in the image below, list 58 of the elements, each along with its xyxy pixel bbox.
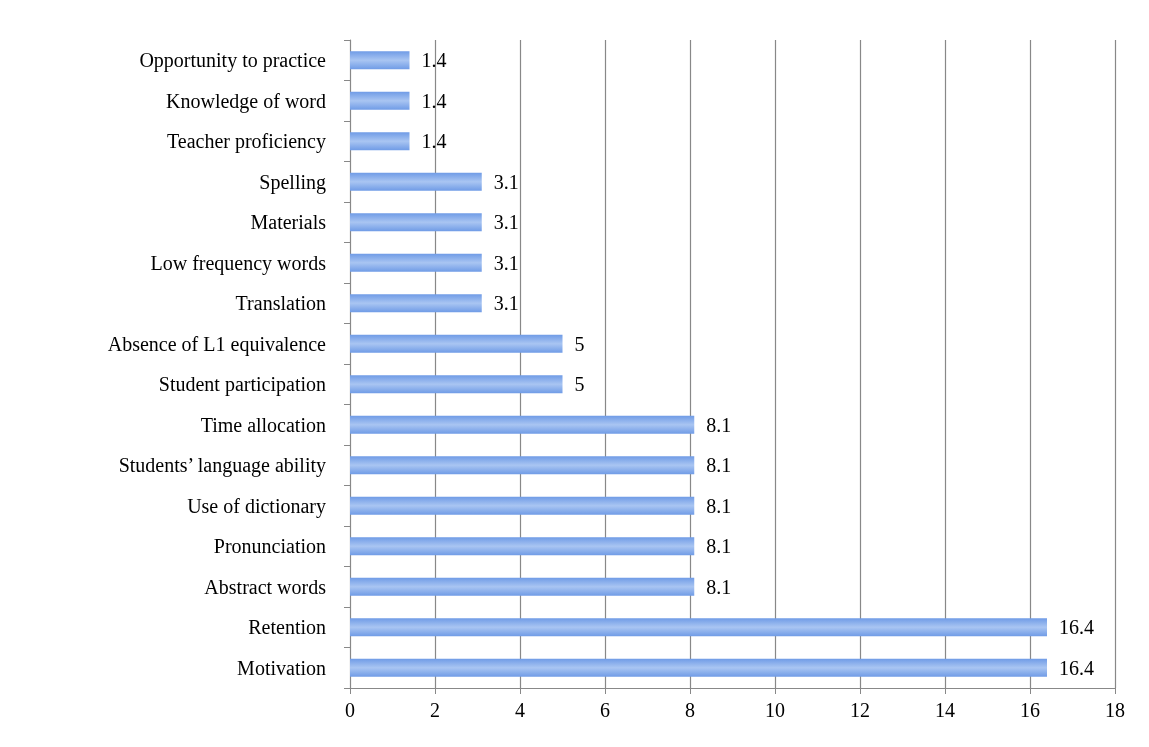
bar (350, 577, 695, 596)
data-label: 3.1 (493, 292, 519, 315)
data-label: 8.1 (706, 494, 732, 517)
data-label: 1.4 (421, 130, 447, 153)
x-tick-label: 4 (515, 699, 525, 721)
bar (350, 537, 695, 556)
y-tick-label: Low frequency words (150, 251, 327, 275)
data-label: 3.1 (493, 251, 519, 274)
data-label: 3.1 (493, 211, 519, 234)
y-tick-label: Pronunciation (213, 535, 326, 558)
data-label: 16.4 (1059, 656, 1094, 679)
y-tick-label: Use of dictionary (187, 494, 326, 518)
data-label: 16.4 (1059, 616, 1094, 639)
bar (350, 132, 410, 151)
y-tick-label: Opportunity to practice (139, 49, 327, 73)
data-label: 8.1 (706, 575, 732, 598)
x-tick-label: 14 (935, 699, 955, 721)
y-tick-label: Materials (250, 211, 327, 234)
y-tick-label: Spelling (259, 170, 326, 194)
data-label: 8.1 (706, 454, 732, 477)
bar (350, 213, 482, 232)
data-label: 8.1 (706, 413, 732, 436)
x-tick-label: 12 (850, 699, 870, 721)
bar (350, 294, 482, 313)
data-label: 3.1 (493, 170, 519, 193)
bar (350, 51, 410, 70)
x-tick-label: 2 (430, 699, 440, 721)
x-tick-label: 16 (1020, 699, 1040, 721)
bar (350, 496, 695, 515)
bar (350, 415, 695, 434)
bar (350, 375, 563, 394)
y-tick-label: Abstract words (204, 575, 327, 598)
y-tick-label: Student participation (158, 373, 326, 397)
x-tick-label: 18 (1105, 699, 1125, 721)
bar (350, 658, 1047, 677)
bar (350, 334, 563, 353)
bar (350, 253, 482, 272)
y-tick-label: Motivation (237, 656, 326, 679)
y-tick-label: Retention (248, 616, 326, 639)
data-label: 5 (574, 332, 585, 355)
bar (350, 456, 695, 475)
x-tick-label: 8 (685, 699, 695, 721)
x-tick-label: 10 (765, 699, 785, 721)
data-label: 5 (574, 373, 585, 396)
x-tick-label: 0 (345, 699, 355, 721)
y-tick-label: Students’ language ability (118, 454, 326, 478)
y-tick-label: Time allocation (200, 413, 326, 436)
data-label: 8.1 (706, 535, 732, 558)
bar (350, 172, 482, 191)
y-tick-label: Teacher proficiency (166, 130, 326, 154)
x-tick-label: 6 (600, 699, 610, 721)
bar (350, 91, 410, 110)
data-label: 1.4 (421, 89, 447, 112)
y-tick-label: Translation (235, 292, 326, 315)
y-tick-label: Knowledge of word (166, 89, 326, 113)
bar (350, 618, 1047, 637)
data-label: 1.4 (421, 49, 447, 72)
y-tick-label: Absence of L1 equivalence (107, 332, 327, 356)
